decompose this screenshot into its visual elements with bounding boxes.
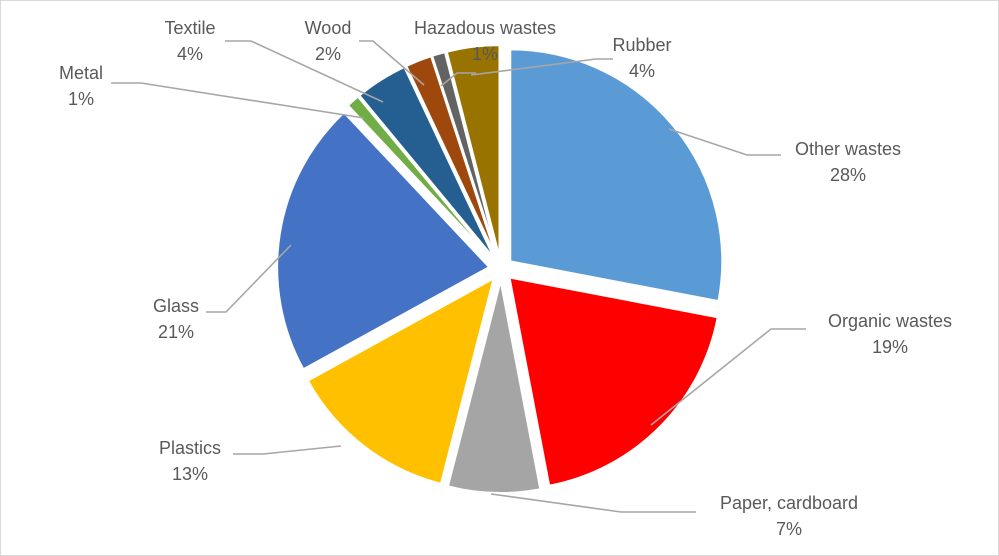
slice-label-plastics: Plastics <box>159 438 221 458</box>
slice-value-glass: 21% <box>158 322 194 342</box>
pie-slice-glass <box>276 111 491 371</box>
slice-label-hazadous-wastes: Hazadous wastes <box>414 18 556 38</box>
pie-slice-organic-wastes <box>508 276 719 487</box>
leader-line-glass <box>206 244 292 313</box>
leader-line-organic-wastes <box>650 328 806 426</box>
leader-line-plastics <box>233 445 342 455</box>
pie-slice-hazadous-wastes <box>430 50 499 258</box>
slice-value-paper-cardboard: 7% <box>776 519 802 539</box>
leader-line-hazadous-wastes <box>440 72 476 87</box>
leader-line-other-wastes <box>668 128 781 156</box>
leader-line-paper-cardboard <box>490 493 696 513</box>
slice-label-rubber: Rubber <box>612 35 671 55</box>
leader-line-wood <box>359 40 425 86</box>
leader-line-metal <box>111 82 365 119</box>
slice-value-metal: 1% <box>68 89 94 109</box>
slice-label-metal: Metal <box>59 63 103 83</box>
pie-slice-paper-cardboard <box>446 280 542 494</box>
slice-value-plastics: 13% <box>172 464 208 484</box>
pie-slice-rubber <box>445 44 501 258</box>
slice-value-hazadous-wastes: 1% <box>472 44 498 64</box>
slice-label-textile: Textile <box>164 18 215 38</box>
slice-label-glass: Glass <box>153 296 199 316</box>
pie-slice-other-wastes <box>509 48 724 303</box>
leader-line-rubber <box>470 58 613 76</box>
slice-label-wood: Wood <box>305 18 352 38</box>
pie-slice-metal <box>346 95 494 261</box>
slice-label-organic-wastes: Organic wastes <box>828 311 952 331</box>
slice-value-wood: 2% <box>315 44 341 64</box>
slice-label-other-wastes: Other wastes <box>795 139 901 159</box>
pie-slice-plastics <box>306 276 496 486</box>
pie-slice-wood <box>404 54 498 259</box>
slice-value-textile: 4% <box>177 44 203 64</box>
slice-value-other-wastes: 28% <box>830 165 866 185</box>
slice-value-organic-wastes: 19% <box>872 337 908 357</box>
slice-value-rubber: 4% <box>629 61 655 81</box>
leader-line-textile <box>225 40 384 103</box>
slice-label-paper-cardboard: Paper, cardboard <box>720 493 858 513</box>
